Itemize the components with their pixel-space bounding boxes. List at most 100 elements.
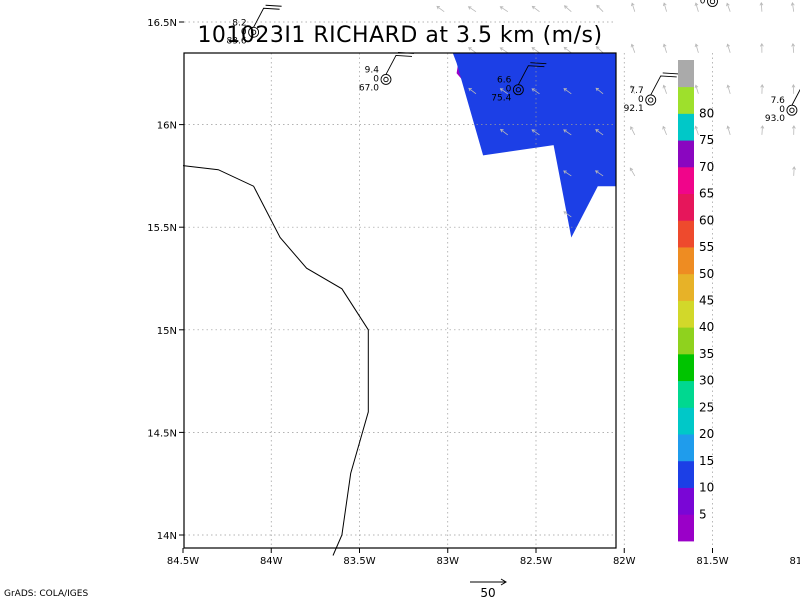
station-markers: 8.2083.69.4067.06.6075.47.7092.16.507.60… [227,0,800,124]
station-label-1: 0 [506,85,512,95]
region-2-15-20 [765,0,800,32]
colorbar-label-11: 60 [699,213,714,227]
map-frame [183,52,617,549]
footer-credit: GrADS: COLA/IGES [4,589,88,599]
station-dot [250,29,257,35]
wind-vector-59 [759,2,764,12]
wind-vector-41 [694,43,699,53]
station-label-1: 0 [700,0,706,6]
colorbar-swatch-16 [678,86,694,114]
station-label-0: 9.4 [365,65,380,75]
x-tick-label-0: 84.5W [167,556,199,567]
wind-vector-29 [760,84,765,94]
colorbar-swatch-2 [678,460,694,488]
wind-vector-39 [630,43,636,53]
wind-vector-50 [467,6,477,13]
wind-vector-54 [596,4,604,12]
station-label-0: 6.6 [497,76,512,86]
station-label-1: 0 [241,27,247,37]
wind-vector-4 [792,166,796,176]
colorbar-label-5: 30 [699,374,714,388]
colorbar: 5 10 15 20 25 30 35 40 45 50 55 60 65 70 75 80 [678,60,714,542]
colorbar-label-4: 25 [699,400,714,414]
station-dot [515,87,521,93]
station-label-0: 8.2 [232,18,246,28]
colorbar-label-1: 10 [699,481,714,495]
reference-vector-label: 50 [480,586,495,600]
colorbar-swatch-1 [678,487,694,515]
y-tick-label-0: 14N [157,531,177,542]
station-dot [383,76,389,83]
wind-vector-22 [531,88,540,95]
colorbar-swatch-3 [678,434,694,462]
station-ring [786,104,798,116]
wind-barb [253,4,282,28]
wind-vector-53 [563,5,572,13]
wind-vector-30 [791,84,796,94]
station-ring [645,94,657,106]
wind-vector-26 [662,84,667,94]
colorbar-swatch-10 [678,247,694,275]
colorbar-swatch-7 [678,327,694,355]
wind-vector-40 [662,43,667,53]
station-dot [789,107,795,113]
x-tick-label-1: 84W [260,556,283,567]
wind-vector-57 [694,2,699,12]
wind-vector-0 [563,211,572,218]
wind-vector-27 [694,84,699,94]
wind-barb [517,62,547,85]
wind-barb [385,52,415,75]
map-area: 8.2083.69.4067.06.6075.47.7092.16.507.60… [182,0,800,556]
wind-vector-38 [595,46,604,54]
grid-lines [184,21,713,548]
wind-vector-56 [662,2,667,12]
station-label-0: 7.6 [771,96,786,106]
station-ring [707,0,718,7]
station-label-2: 67.0 [359,83,379,93]
wind-vector-16 [791,125,796,135]
colorbar-label-3: 20 [699,427,714,441]
colorbar-label-15: 80 [699,106,714,120]
colorbar-swatch-9 [678,273,694,301]
colorbar-label-7: 40 [699,320,714,334]
y-tick-label-1: 14.5N [147,428,177,439]
colorbar-swatch-12 [678,193,694,221]
colorbar-swatch-14 [678,140,694,168]
wind-vector-12 [662,125,667,136]
wind-vector-13 [694,125,699,136]
station-label-2: 93.0 [765,114,785,124]
region-1-10-15 [452,53,616,238]
colorbar-label-9: 50 [699,267,714,281]
station-label-0: 7.7 [629,86,643,96]
wind-vector-34 [468,47,477,54]
colorbar-swatch-4 [678,407,694,435]
wind-vector-42 [726,43,731,53]
station-label-1: 0 [373,74,379,84]
station-dot [709,0,716,5]
wind-barb [791,88,800,106]
wind-vector-28 [726,84,731,94]
colorbar-label-10: 55 [699,240,714,254]
wind-barb [650,72,679,96]
wind-vector-1 [563,170,572,177]
colorbar-swatch-11 [678,220,694,248]
wind-vector-49 [436,5,445,13]
colorbar-swatch-6 [678,353,694,382]
colorbar-label-12: 65 [699,187,714,201]
wind-vector-21 [499,88,509,95]
wind-vector-25 [630,84,636,94]
colorbar-swatch-8 [678,300,694,328]
wind-vector-14 [726,125,731,136]
colorbar-swatch-13 [678,166,694,195]
x-tick-label-5: 82W [613,556,636,567]
y-tick-label-4: 16N [157,121,177,132]
wind-vector-36 [531,47,540,54]
station-4: 6.50 [700,0,718,7]
colorbar-label-6: 35 [699,347,714,361]
chart-title: 101023I1 RICHARD at 3.5 km (m/s) [197,23,602,48]
